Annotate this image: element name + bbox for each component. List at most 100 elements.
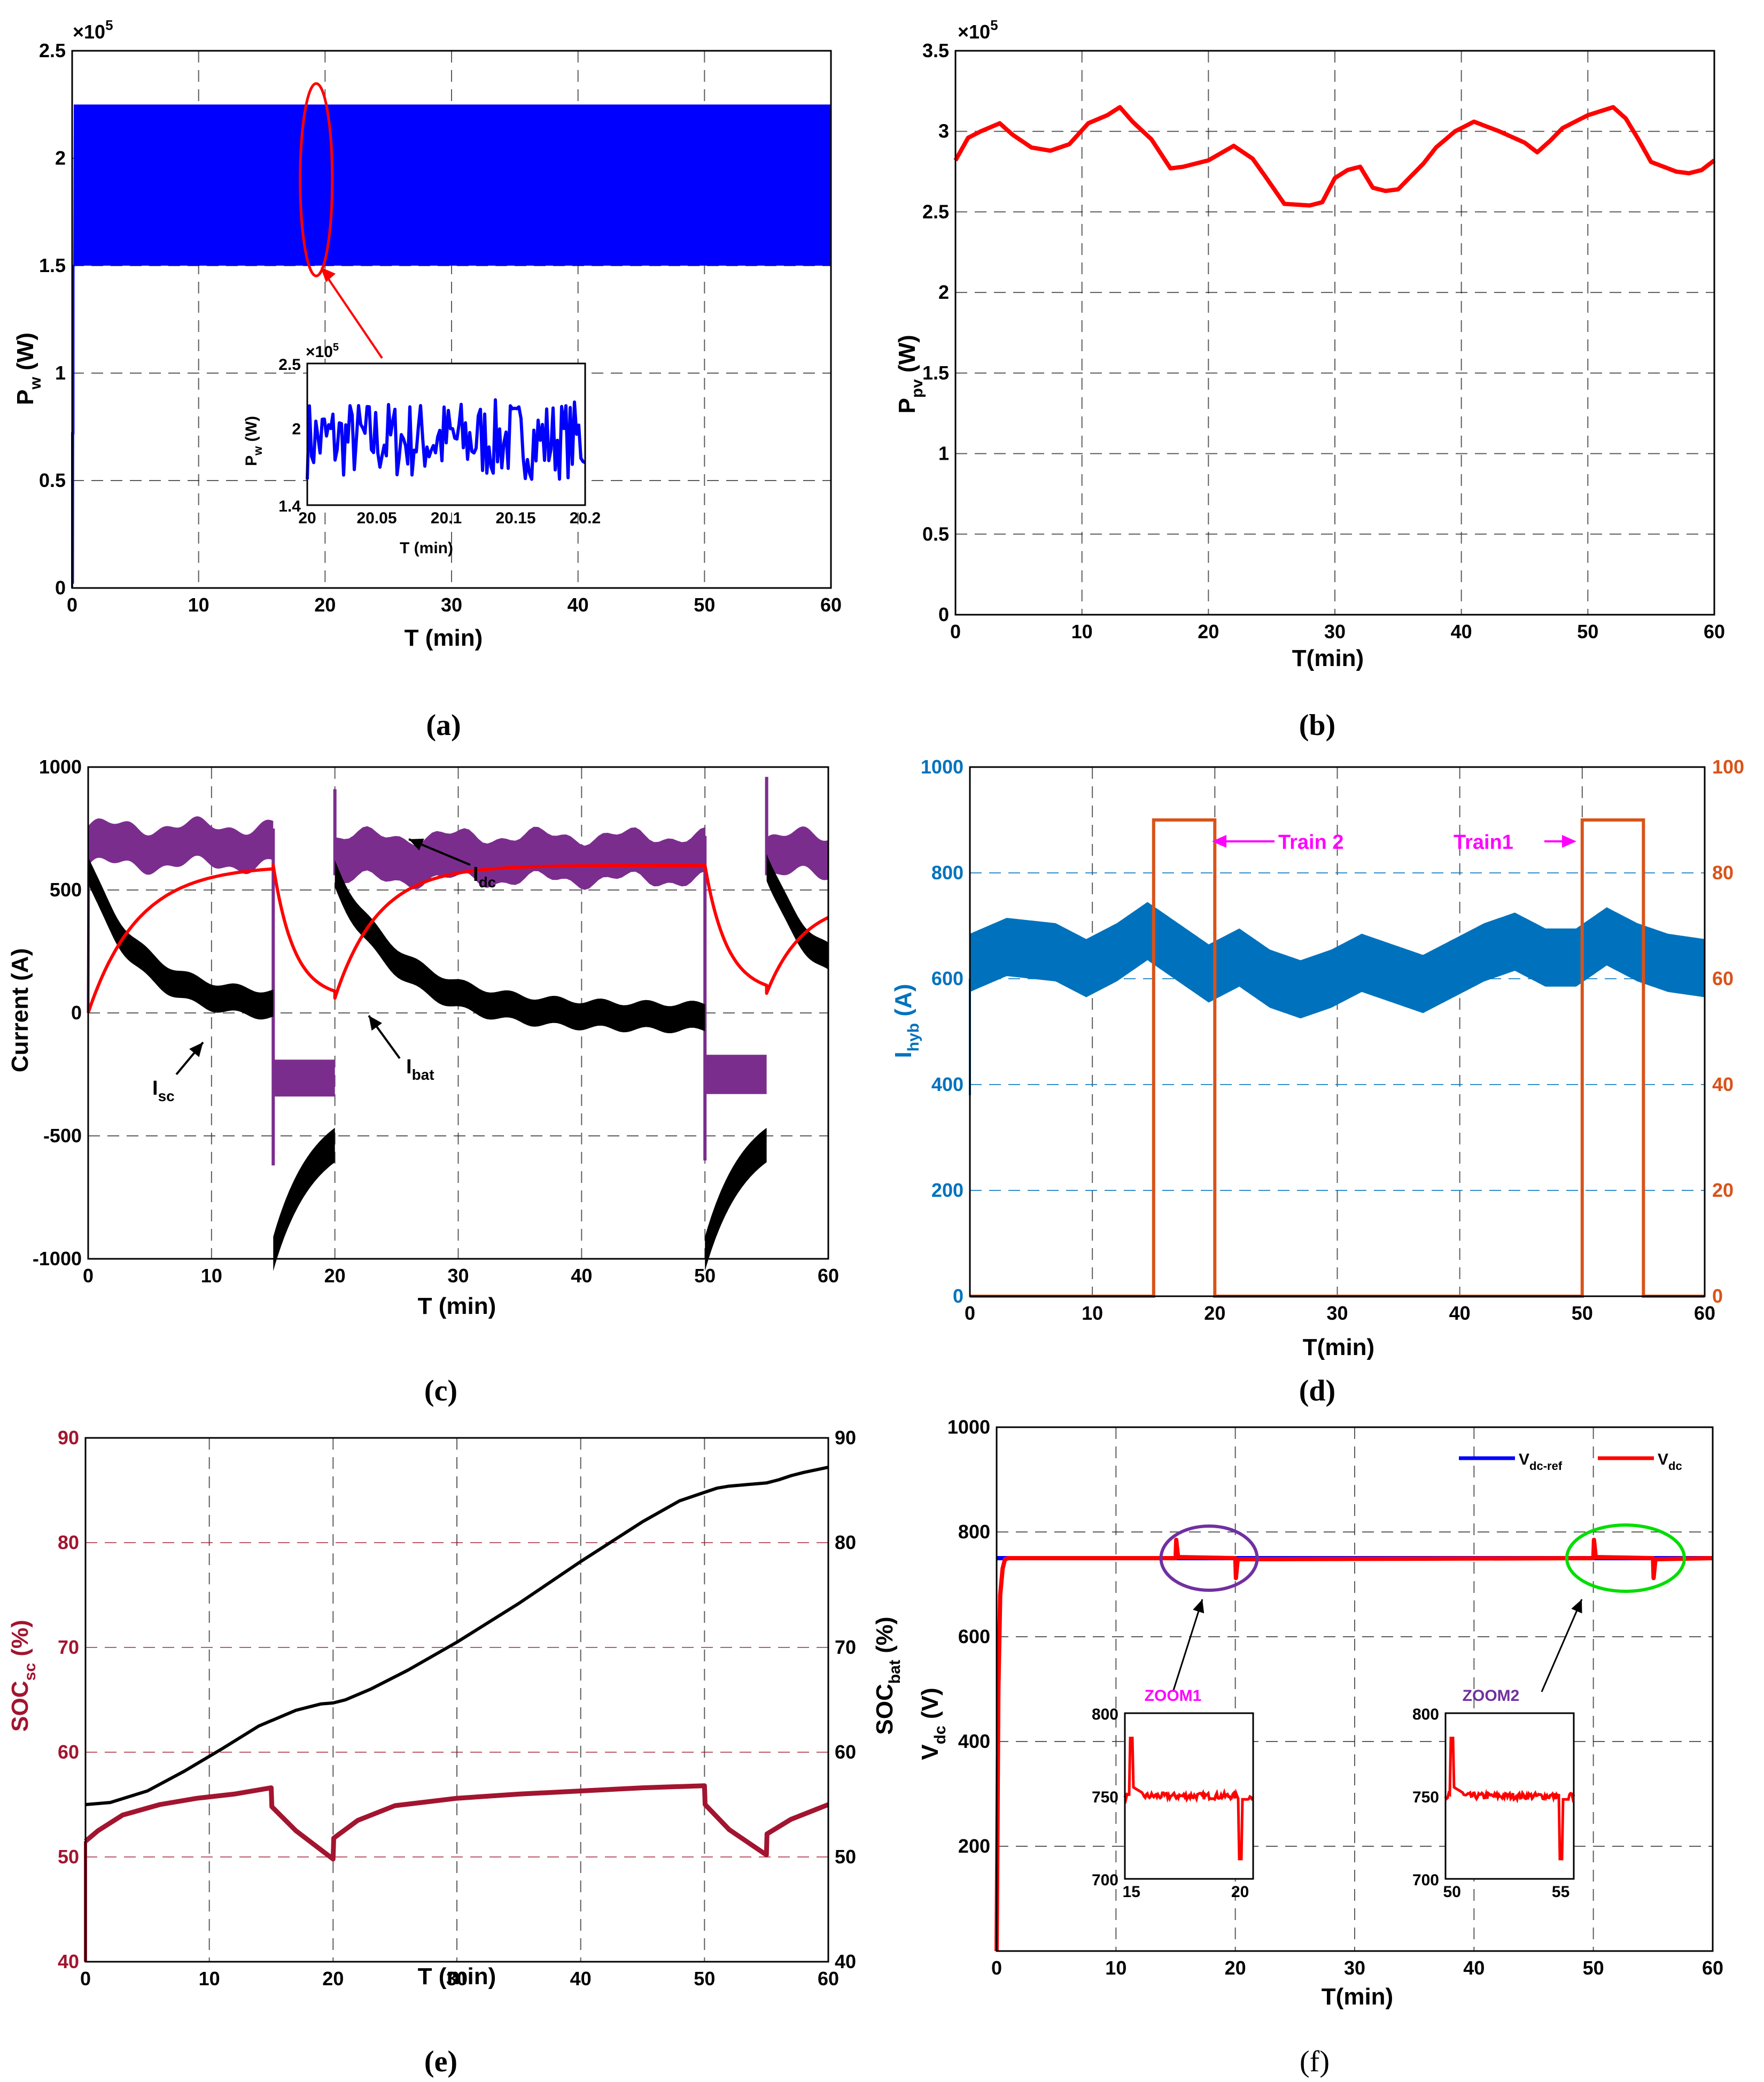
x-tick-label: 60	[1702, 1957, 1723, 1979]
x-tick-label: 10	[188, 594, 209, 616]
x-tick-label: 40	[1451, 621, 1472, 643]
caption-c: (c)	[424, 1374, 457, 1407]
annotation-train1: Train1	[1454, 831, 1513, 854]
zoom-arrow	[325, 274, 383, 359]
svg-text:Vdc (V): Vdc (V)	[917, 1688, 949, 1760]
x-tick-label: 20	[314, 594, 336, 616]
y-tick-label: 0.5	[922, 523, 949, 545]
y-tick-label: 50	[58, 1846, 79, 1868]
plot-frame	[969, 766, 1706, 1297]
series-isc-band	[766, 854, 828, 970]
annotation-arrowhead	[409, 838, 424, 851]
series-idc-band	[766, 826, 828, 880]
x-tick-label: 20	[298, 509, 316, 527]
series-ibat	[87, 864, 829, 1013]
ylabel-f: Vdc (V)	[917, 1688, 949, 1760]
zoom2-label: ZOOM2	[1463, 1687, 1520, 1705]
y-tick-label: 500	[50, 879, 82, 901]
y-tick-label: 800	[931, 862, 963, 884]
y-tick-label: 1000	[39, 756, 82, 778]
y-tick-label: 700	[1092, 1871, 1118, 1889]
y-tick-label: 3	[938, 120, 949, 142]
x-tick-label: 50	[1443, 1883, 1461, 1901]
x-tick-label: 40	[570, 1968, 592, 1990]
y-tick-label: 1000	[947, 1416, 990, 1438]
x-tick-label: 10	[1071, 621, 1093, 643]
x-tick-label: 15	[1123, 1883, 1140, 1901]
x-tick-label: 60	[818, 1968, 839, 1990]
y2-tick-label: 50	[835, 1846, 856, 1868]
x-tick-label: 0	[83, 1265, 94, 1287]
caption-f: (f)	[1300, 2045, 1330, 2078]
y-tick-label: 600	[958, 1626, 990, 1647]
series-ppv	[953, 105, 1716, 208]
y-tick-label: -1000	[33, 1248, 82, 1270]
xlabel-c: T (min)	[418, 1293, 496, 1319]
inset-exponent-a: ×105	[306, 342, 339, 361]
y-tick-label: 200	[958, 1835, 990, 1857]
x-tick-label: 40	[1463, 1957, 1485, 1979]
x-tick-label: 20	[322, 1968, 344, 1990]
y-tick-label: 750	[1412, 1789, 1439, 1806]
x-tick-label: 20	[324, 1265, 346, 1287]
x-tick-label: 60	[818, 1265, 839, 1287]
plot-frame	[87, 766, 829, 1260]
zoom-arrow	[1172, 1599, 1203, 1692]
x-tick-label: 20	[1204, 1302, 1225, 1324]
x-tick-label: 50	[1572, 1302, 1593, 1324]
series-idc-band	[88, 816, 274, 875]
x-tick-label: 20.15	[495, 509, 535, 527]
xlabel-f: T(min)	[1322, 1984, 1393, 2010]
svg-text:SOCsc (%): SOCsc (%)	[7, 1620, 39, 1731]
y-tick-label: 1.4	[278, 498, 301, 515]
series-socsc	[84, 1783, 829, 1862]
y-tick-label: 400	[931, 1073, 963, 1095]
x-tick-label: 30	[1326, 1302, 1348, 1324]
caption-d: (d)	[1299, 1374, 1335, 1407]
x-tick-label: 20	[1231, 1883, 1249, 1901]
svg-text:Pw (W): Pw (W)	[12, 332, 44, 405]
x-tick-label: 30	[1324, 621, 1346, 643]
legend-label-vdc: Vdc	[1658, 1451, 1682, 1473]
y-tick-label: 0	[71, 1002, 82, 1024]
legend-label-vdc-ref: Vdc-ref	[1519, 1451, 1563, 1473]
caption-e: (e)	[424, 2045, 457, 2078]
y2-tick-label: 60	[835, 1741, 856, 1763]
xlabel-b: T(min)	[1292, 645, 1364, 671]
x-tick-label: 20	[1198, 621, 1219, 643]
y2-tick-label: 20	[1712, 1179, 1734, 1201]
x-tick-label: 0	[80, 1968, 91, 1990]
y-tick-label: 70	[58, 1636, 79, 1658]
y-tick-label: 40	[58, 1951, 79, 1972]
svg-text:Current (A): Current (A)	[7, 948, 33, 1072]
series-vdc	[994, 1537, 1713, 1952]
y-tick-label: 80	[58, 1531, 79, 1553]
xlabel-e: T (min)	[418, 1963, 496, 1990]
x-tick-label: 20.2	[570, 509, 601, 527]
y-tick-label: 0.5	[39, 469, 66, 491]
series-isc-band	[88, 856, 274, 1020]
y2-tick-label: 70	[835, 1636, 856, 1658]
chart-a: 0 10 20 30 40 50 60 0 0.5 1 1.5 2 2.5 20 20.05 20.1 20.1…	[39, 40, 842, 616]
x-tick-label: 10	[1082, 1302, 1103, 1324]
x-tick-label: 20.1	[431, 509, 462, 527]
exponent-a: ×105	[73, 17, 113, 43]
y-tick-label: 1	[938, 443, 949, 465]
zoom-arrow	[1541, 1599, 1583, 1692]
x-tick-label: 20	[1225, 1957, 1246, 1979]
series-isc-band	[335, 860, 705, 1033]
legend-f: Vdc-ref Vdc	[1459, 1451, 1682, 1473]
plot-frame	[306, 362, 586, 506]
x-tick-label: 10	[199, 1968, 220, 1990]
y-tick-label: 200	[931, 1179, 963, 1201]
y-tick-label: 750	[1092, 1789, 1118, 1806]
y-tick-label: 1.5	[39, 254, 66, 276]
y2-tick-label: 90	[835, 1427, 856, 1449]
x-tick-label: 50	[694, 1265, 716, 1287]
series-pw-band	[74, 104, 831, 266]
zoom1-ellipse	[1159, 1524, 1259, 1592]
xlabel-d: T(min)	[1303, 1334, 1374, 1360]
ylabel-d: Ihyb (A)	[890, 984, 922, 1058]
plot-frame	[1124, 1712, 1254, 1880]
y2-tick-label: 60	[1712, 968, 1734, 989]
